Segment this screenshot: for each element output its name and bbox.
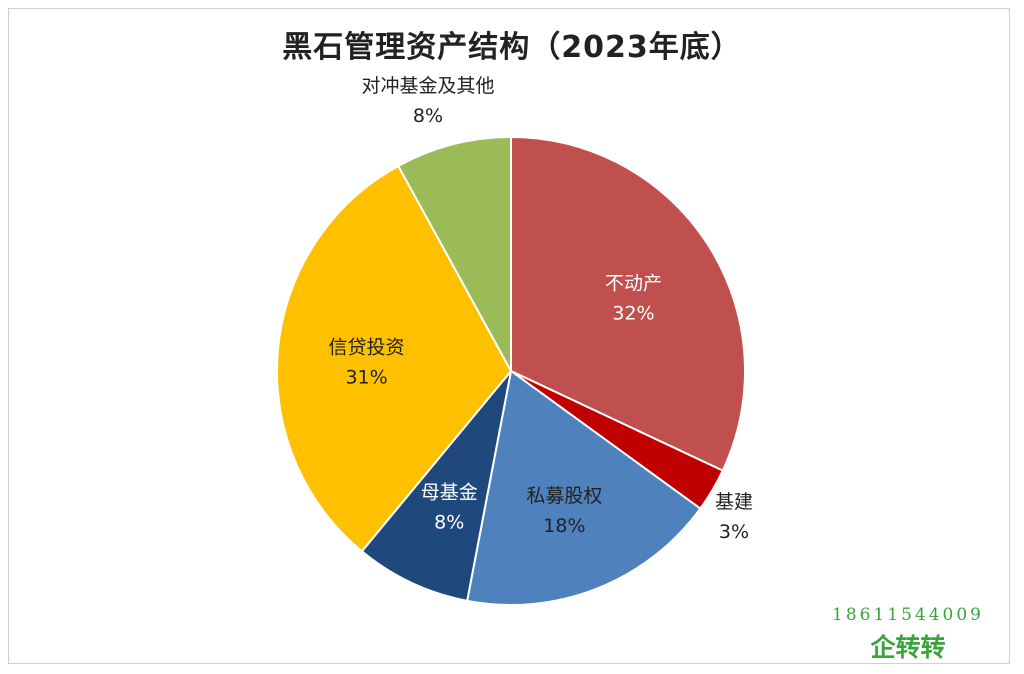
chart-title: 黑石管理资产结构（2023年底） <box>282 30 742 65</box>
pie-slice-0 <box>510 135 746 472</box>
slice-label-0: 不动产 <box>605 272 662 294</box>
slice-value-label-5: 8% <box>413 105 443 127</box>
slice-label-1: 基建 <box>715 491 753 513</box>
slice-value-label-3: 8% <box>434 511 464 533</box>
slice-value-label-0: 32% <box>612 302 654 324</box>
slice-value-label-4: 31% <box>345 366 387 388</box>
pie-slices <box>276 135 746 606</box>
pie-labels: 不动产 32% 基建 3% 私募股权 18% 母基金 8% 信贷投资 31% 对冲基金及其他 8% <box>329 75 753 543</box>
slice-label-2: 私募股权 <box>526 485 602 507</box>
watermark-brand: 企转转 <box>870 633 945 662</box>
pie-slice-4 <box>276 164 513 553</box>
pie-slice-5 <box>396 135 512 372</box>
slice-label-5: 对冲基金及其他 <box>361 75 494 97</box>
slice-label-3: 母基金 <box>421 481 478 503</box>
slice-value-label-2: 18% <box>543 515 585 537</box>
watermark-phone: 18611544009 <box>832 605 984 625</box>
pie-slice-2 <box>465 369 702 606</box>
slice-label-4: 信贷投资 <box>329 336 405 358</box>
slice-value-label-1: 3% <box>719 521 749 543</box>
pie-slice-3 <box>360 370 512 603</box>
